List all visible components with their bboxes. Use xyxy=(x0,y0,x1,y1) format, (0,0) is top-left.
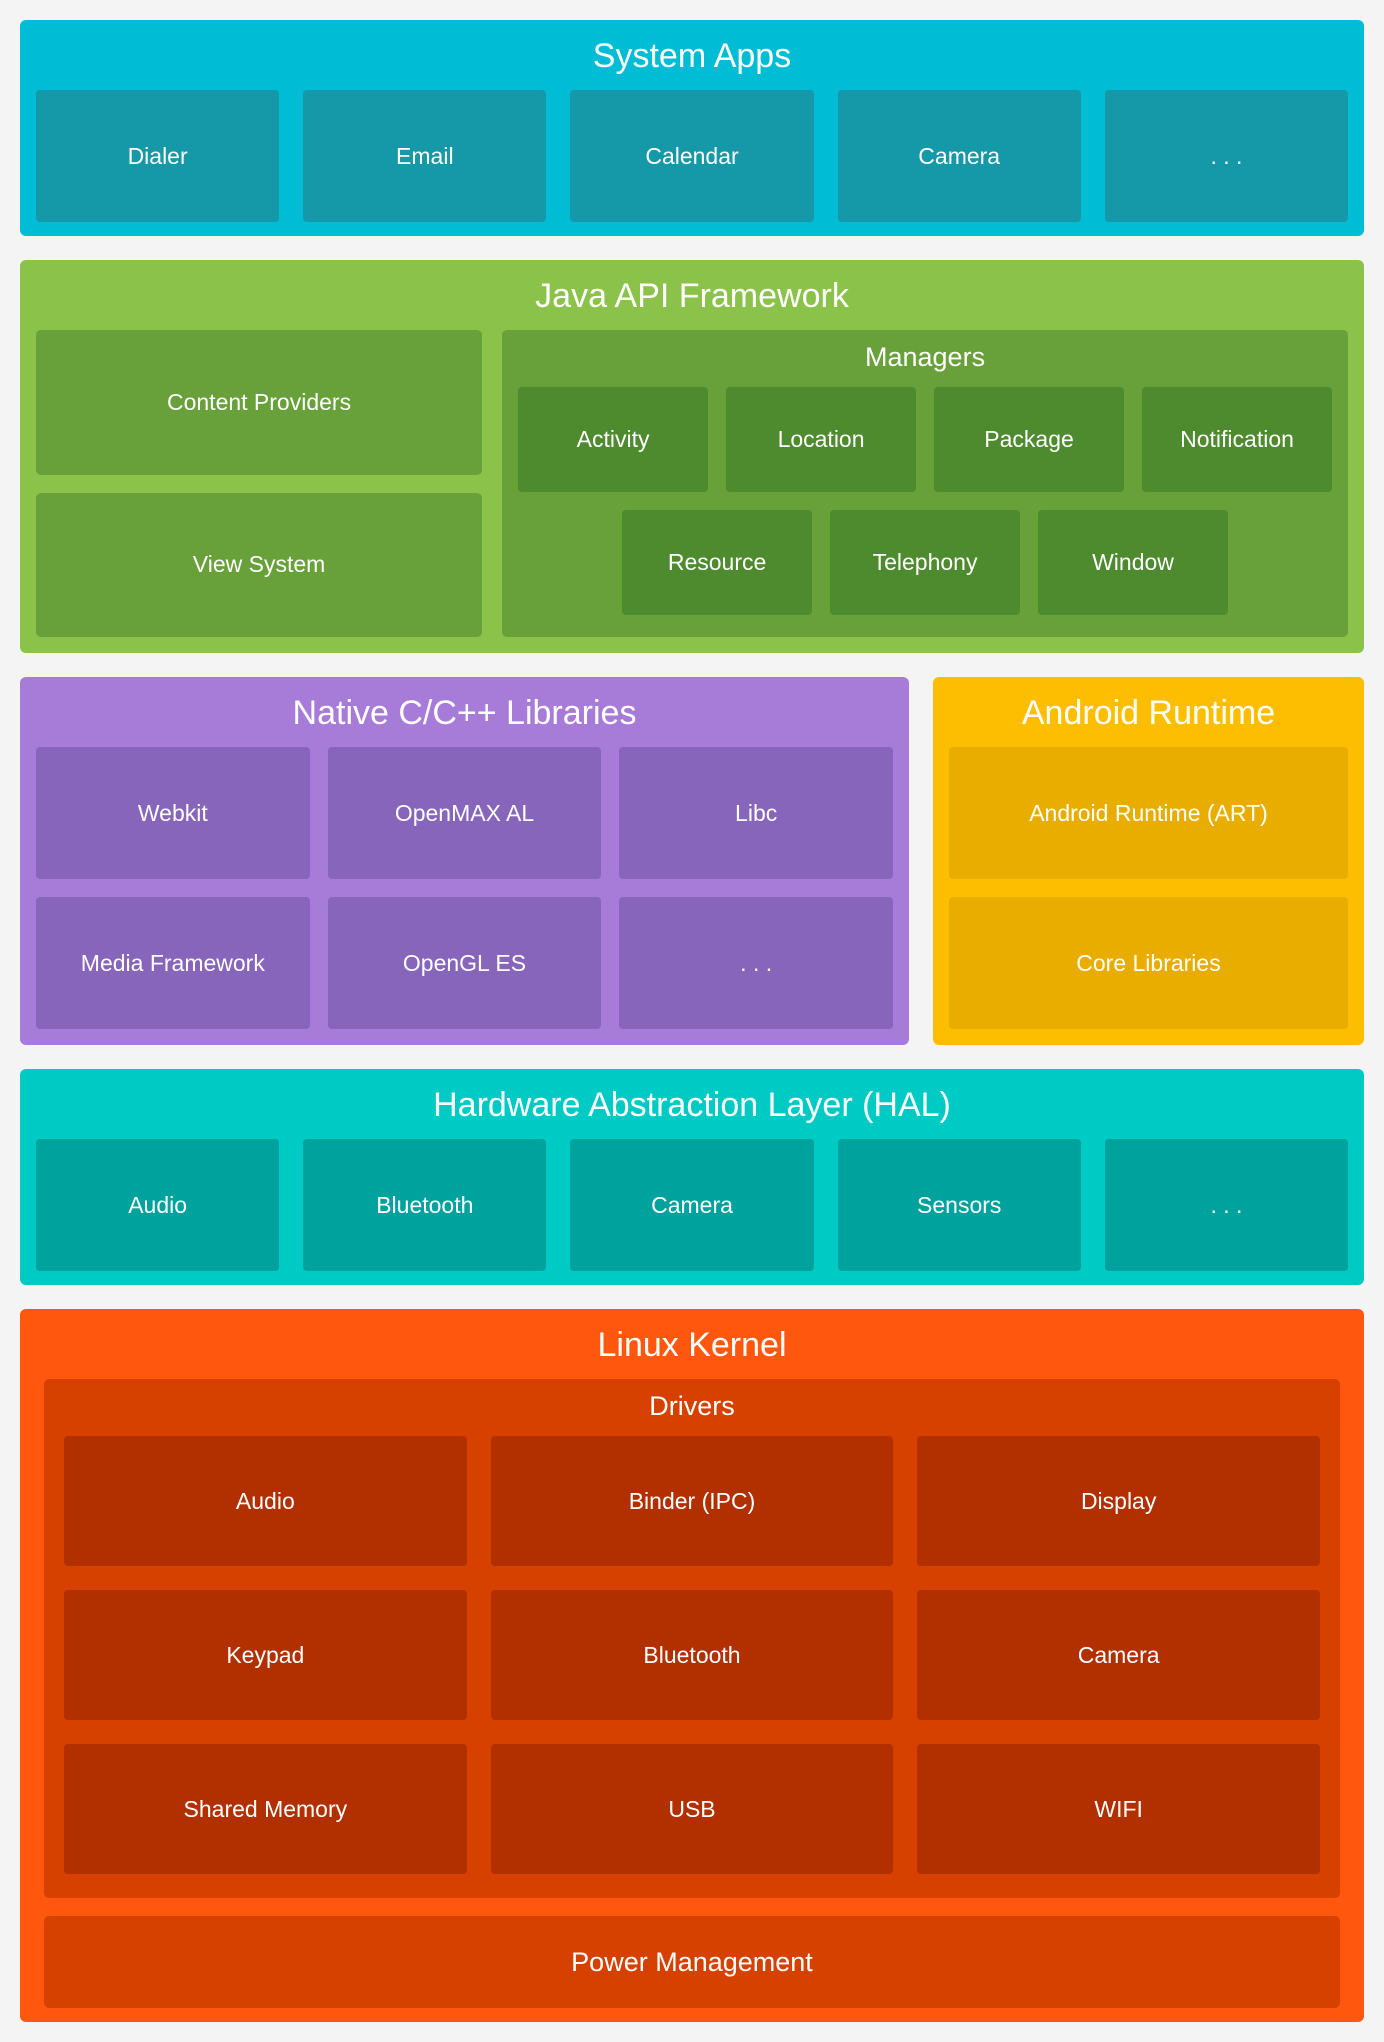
driver-keypad: Keypad xyxy=(64,1590,467,1720)
section-android-runtime: Android Runtime Android Runtime (ART) Co… xyxy=(933,677,1364,1045)
chip-package: Package xyxy=(934,387,1125,492)
section-java-api-framework: Java API Framework Content Providers Vie… xyxy=(20,260,1364,653)
drivers-group: Drivers Audio Binder (IPC) Display Keypa… xyxy=(44,1379,1340,1898)
native-libraries-grid: Webkit OpenMAX AL Libc Media Framework O… xyxy=(36,747,893,1029)
hal-title: Hardware Abstraction Layer (HAL) xyxy=(433,1086,951,1124)
libraries-runtime-row: Native C/C++ Libraries Webkit OpenMAX AL… xyxy=(20,677,1364,1045)
drivers-grid: Audio Binder (IPC) Display Keypad Blueto… xyxy=(64,1436,1320,1874)
managers-row-1: Activity Location Package Notification xyxy=(518,387,1333,492)
managers-row-2: Resource Telephony Window xyxy=(518,510,1332,615)
box-core-libraries: Core Libraries xyxy=(949,897,1348,1029)
box-more-apps: . . . xyxy=(1104,90,1349,222)
driver-camera: Camera xyxy=(917,1590,1320,1720)
driver-audio: Audio xyxy=(64,1436,467,1566)
box-hal-camera: Camera xyxy=(570,1139,814,1271)
box-calendar: Calendar xyxy=(570,90,814,222)
chip-telephony: Telephony xyxy=(830,510,1021,615)
system-apps-title: System Apps xyxy=(592,37,792,75)
box-opengl-es: OpenGL ES xyxy=(327,897,602,1029)
chip-activity: Activity xyxy=(518,387,709,492)
chip-window: Window xyxy=(1038,510,1228,615)
box-hal-bluetooth: Bluetooth xyxy=(303,1139,547,1271)
box-email: Email xyxy=(303,90,547,222)
box-camera: Camera xyxy=(837,90,1081,222)
section-hal: Hardware Abstraction Layer (HAL) Audio B… xyxy=(20,1069,1364,1285)
box-webkit: Webkit xyxy=(36,747,310,879)
box-openmax-al: OpenMAX AL xyxy=(327,747,602,879)
box-more-libraries: . . . xyxy=(619,897,893,1029)
managers-title: Managers xyxy=(865,342,986,372)
box-hal-more: . . . xyxy=(1104,1139,1349,1271)
box-hal-audio: Audio xyxy=(36,1139,280,1271)
driver-usb: USB xyxy=(490,1744,894,1874)
box-media-framework: Media Framework xyxy=(36,897,310,1029)
chip-resource: Resource xyxy=(622,510,813,615)
section-native-libraries: Native C/C++ Libraries Webkit OpenMAX AL… xyxy=(20,677,909,1045)
hal-row: Audio Bluetooth Camera Sensors . . . xyxy=(36,1139,1349,1271)
box-dialer: Dialer xyxy=(36,90,280,222)
box-view-system: View System xyxy=(36,492,483,637)
linux-kernel-title: Linux Kernel xyxy=(597,1326,787,1364)
section-linux-kernel: Linux Kernel Drivers Audio Binder (IPC) … xyxy=(20,1309,1364,2022)
java-api-content: Content Providers View System Managers A… xyxy=(36,330,1348,637)
native-libraries-title: Native C/C++ Libraries xyxy=(292,694,637,732)
driver-bluetooth: Bluetooth xyxy=(490,1590,894,1720)
box-hal-sensors: Sensors xyxy=(837,1139,1081,1271)
box-libc: Libc xyxy=(619,747,893,879)
driver-display: Display xyxy=(917,1436,1320,1566)
driver-binder-ipc: Binder (IPC) xyxy=(490,1436,894,1566)
android-runtime-stack: Android Runtime (ART) Core Libraries xyxy=(949,747,1348,1029)
java-api-title: Java API Framework xyxy=(535,277,849,315)
driver-wifi: WIFI xyxy=(917,1744,1320,1874)
managers-group: Managers Activity Location Package Notif… xyxy=(502,330,1348,637)
section-system-apps: System Apps Dialer Email Calendar Camera… xyxy=(20,20,1364,236)
box-android-runtime-art: Android Runtime (ART) xyxy=(949,747,1348,879)
drivers-title: Drivers xyxy=(649,1391,735,1421)
driver-shared-memory: Shared Memory xyxy=(64,1744,467,1874)
chip-notification: Notification xyxy=(1142,387,1333,492)
android-runtime-title: Android Runtime xyxy=(1021,694,1276,732)
java-api-left-column: Content Providers View System xyxy=(36,330,483,637)
box-content-providers: Content Providers xyxy=(36,330,483,475)
power-management-box: Power Management xyxy=(44,1916,1340,2008)
system-apps-row: Dialer Email Calendar Camera . . . xyxy=(36,90,1349,222)
chip-location: Location xyxy=(726,387,917,492)
